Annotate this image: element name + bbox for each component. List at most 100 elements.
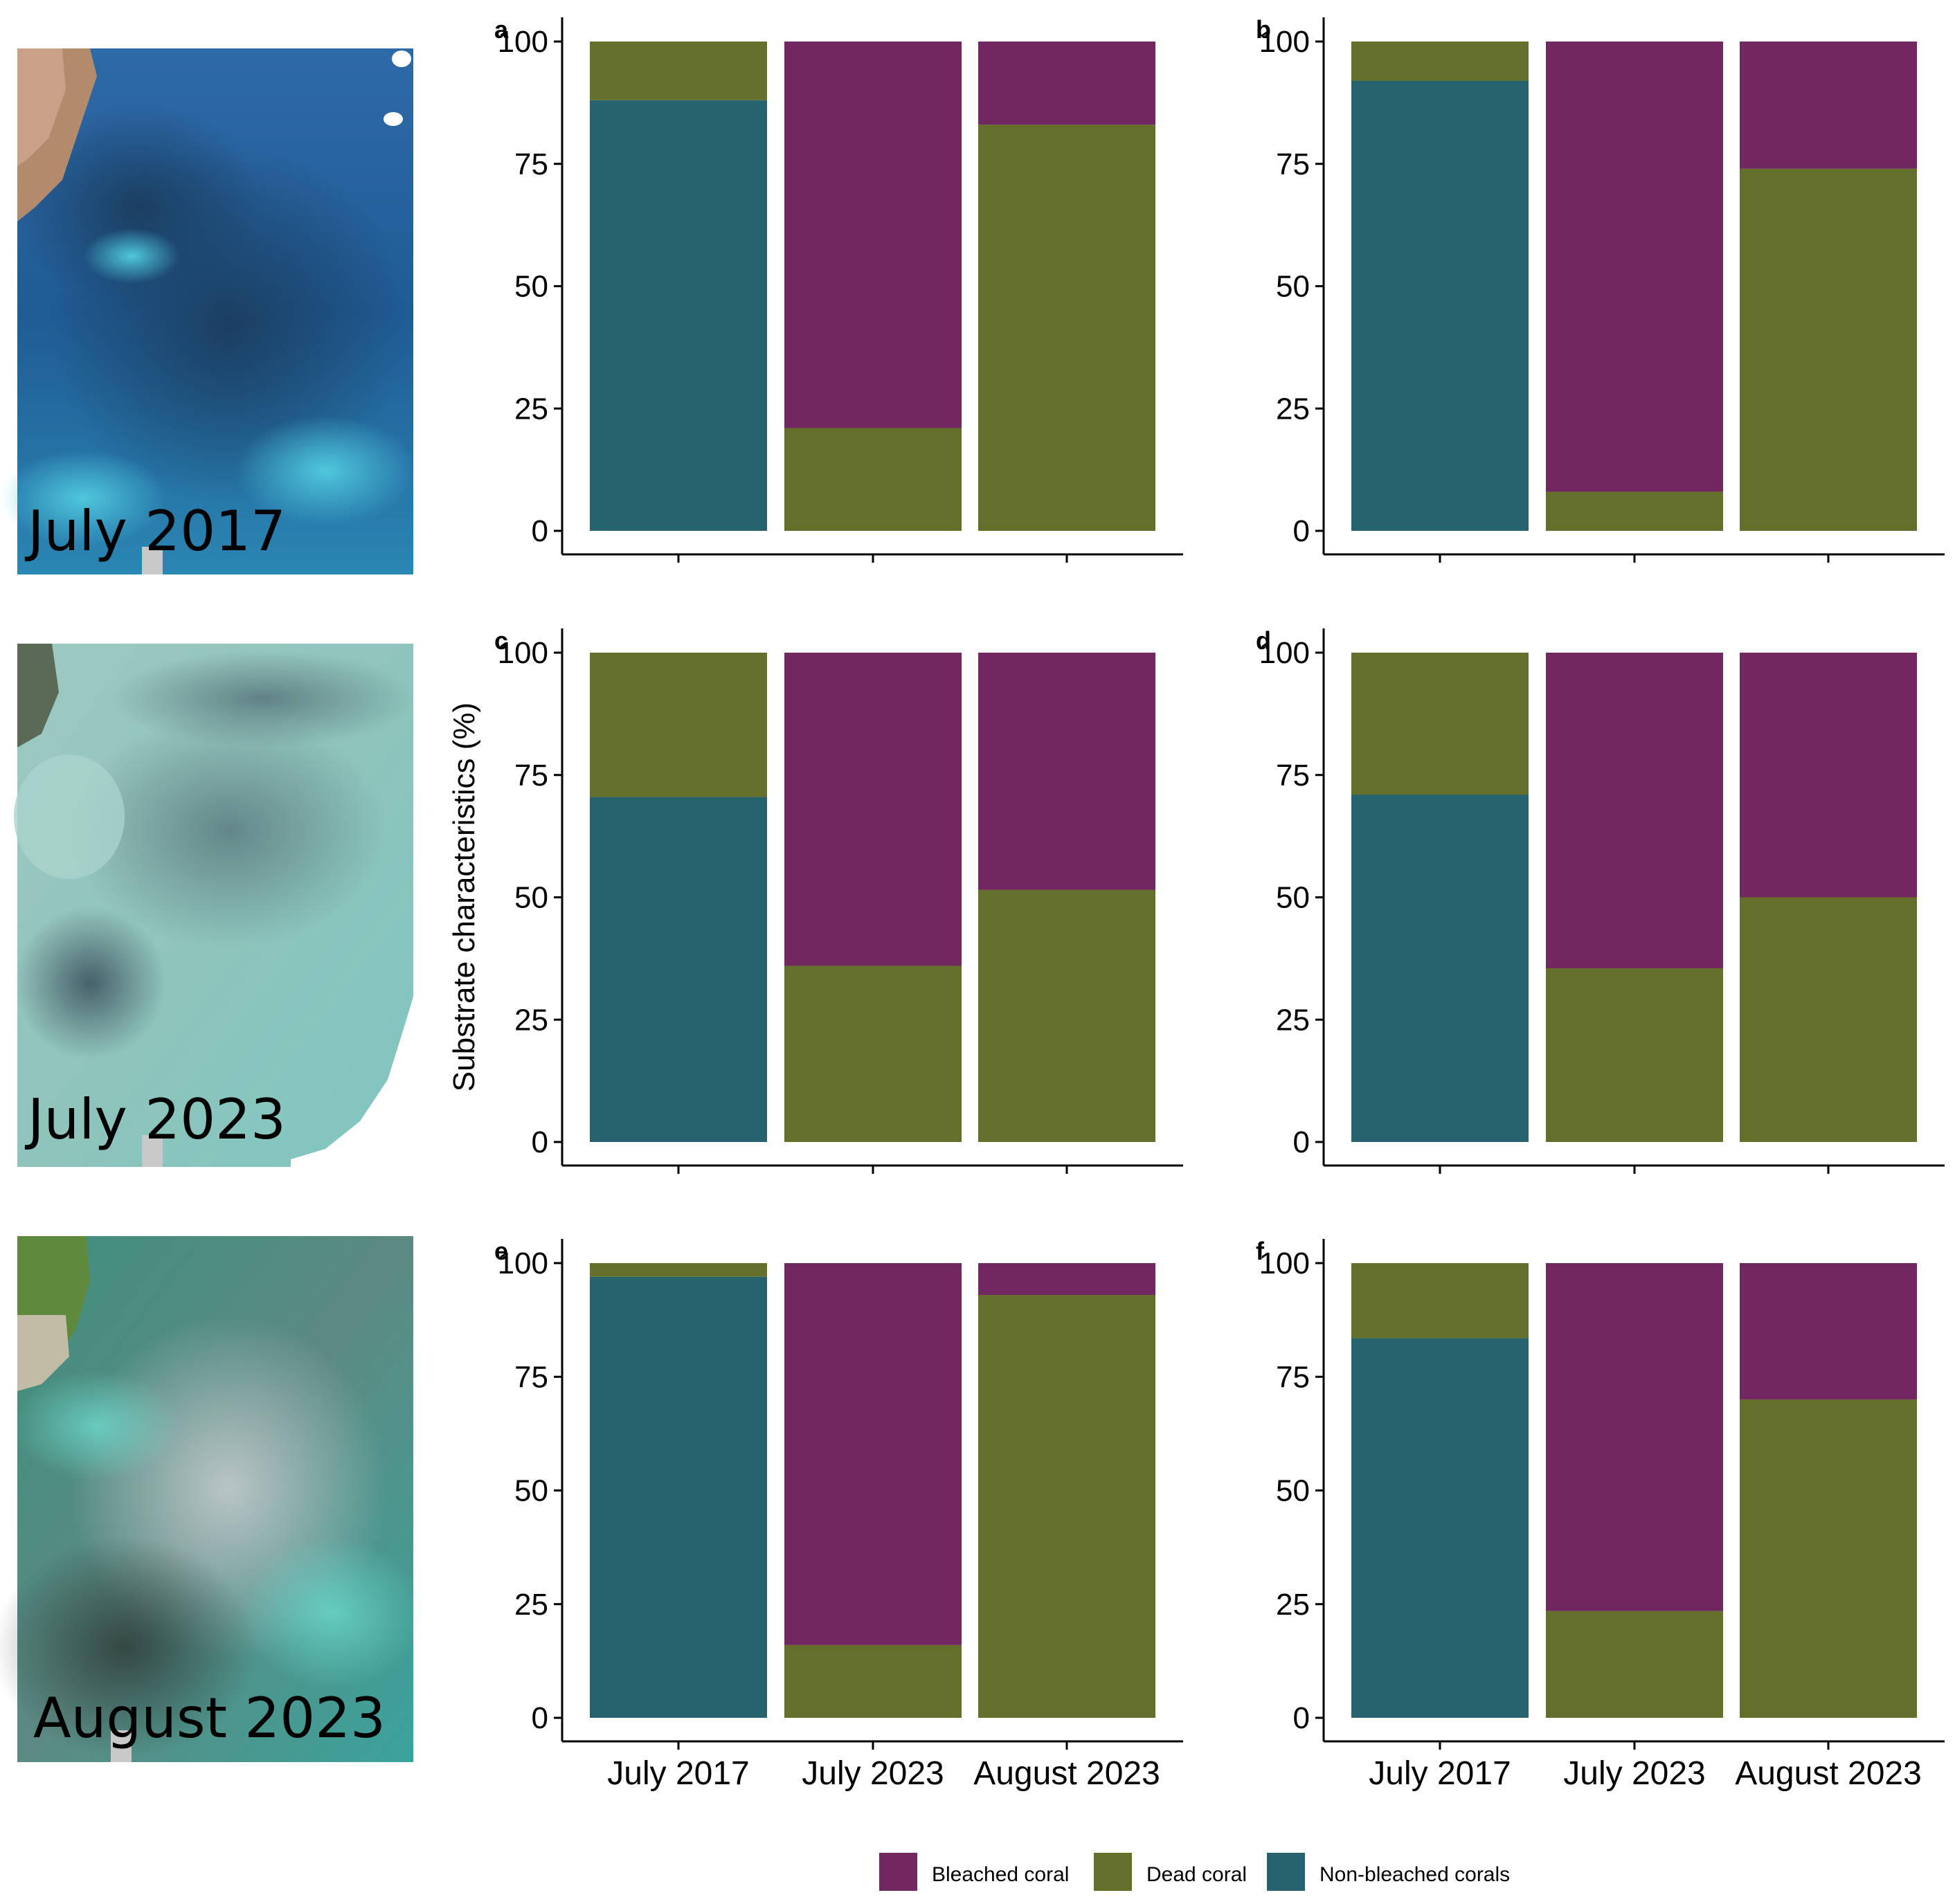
y-tick-label: 25 (514, 1003, 548, 1037)
x-tick-label: July 2023 (802, 1755, 944, 1792)
panel-label-f: f (1256, 1237, 1265, 1265)
bar-non-bleached (590, 1276, 767, 1718)
bar-bleached (1740, 1263, 1917, 1400)
y-tick-label: 0 (1293, 1125, 1310, 1159)
panel-label-a: a (494, 15, 509, 44)
y-tick-label: 75 (1276, 1360, 1310, 1394)
bar-dead (590, 1263, 767, 1277)
y-tick-label: 100 (1259, 636, 1310, 670)
x-tick-label: July 2017 (607, 1755, 749, 1792)
chart-panel-c: c 0 25 50 75 100 (494, 626, 1183, 1174)
chart-panel-f: f 0 25 50 75 100 July 2017 July 2023 August 2023 (1256, 1237, 1945, 1792)
bar-dead (590, 42, 767, 100)
y-tick-label: 100 (1259, 1246, 1310, 1280)
chart-panel-d: d 0 25 50 75 100 (1256, 626, 1945, 1174)
x-tick-label: July 2017 (1369, 1755, 1511, 1792)
photo-label-august-2023: August 2023 (33, 1686, 386, 1750)
y-tick-label: 25 (1276, 392, 1310, 426)
x-tick-label: August 2023 (973, 1755, 1160, 1792)
panel-label-c: c (494, 626, 508, 655)
bar-dead (1351, 42, 1529, 81)
bar-bleached (1740, 42, 1917, 169)
bar-dead (1740, 1399, 1917, 1718)
panel-label-e: e (494, 1237, 508, 1265)
bar-dead (784, 428, 962, 531)
y-tick-label: 25 (1276, 1003, 1310, 1037)
bar-bleached (784, 653, 962, 966)
bar-non-bleached (1351, 795, 1529, 1142)
bar-dead (590, 653, 767, 797)
x-tick-label: August 2023 (1735, 1755, 1922, 1792)
bar-bleached (784, 1263, 962, 1645)
bar-dead (1351, 1263, 1529, 1339)
photo-label-july-2023: July 2023 (24, 1087, 286, 1152)
chart-panel-a: a 0 25 50 75 100 (494, 15, 1183, 563)
bar-dead (1740, 897, 1917, 1142)
y-tick-label: 50 (514, 1474, 548, 1508)
bar-dead (1546, 491, 1723, 531)
bar-bleached (978, 42, 1155, 125)
bar-bleached (784, 42, 962, 428)
y-tick-label: 50 (1276, 270, 1310, 304)
bar-dead (1546, 1611, 1723, 1718)
bar-dead (784, 965, 962, 1142)
panel-label-b: b (1256, 15, 1271, 44)
y-tick-label: 75 (514, 147, 548, 181)
bar-bleached (1546, 1263, 1723, 1611)
y-tick-label: 50 (1276, 881, 1310, 915)
legend-label-dead: Dead coral (1146, 1863, 1247, 1886)
legend-label-non-bleached: Non-bleached corals (1319, 1863, 1510, 1886)
bar-non-bleached (590, 100, 767, 532)
y-tick-label: 100 (1259, 25, 1310, 59)
y-tick-label: 50 (514, 881, 548, 915)
chart-panel-e: e 0 25 50 75 100 July 2017 July 2023 August 2023 (494, 1237, 1183, 1792)
y-axis-label: Substrate characteristics (%) (447, 702, 481, 1091)
y-tick-label: 50 (1276, 1474, 1310, 1508)
y-tick-label: 0 (1293, 1701, 1310, 1735)
y-tick-label: 75 (514, 759, 548, 792)
bar-bleached (1546, 42, 1723, 492)
y-tick-label: 25 (514, 1588, 548, 1622)
bar-bleached (1740, 653, 1917, 898)
y-tick-label: 25 (1276, 1588, 1310, 1622)
y-tick-label: 75 (1276, 147, 1310, 181)
photo-label-july-2017: July 2017 (24, 499, 286, 563)
legend: Bleached coral Dead coral Non-bleached c… (879, 1853, 1510, 1891)
bar-dead (978, 889, 1155, 1142)
y-tick-label: 50 (514, 270, 548, 304)
legend-swatch-dead (1094, 1853, 1132, 1891)
bar-dead (978, 125, 1155, 531)
y-tick-label: 100 (498, 636, 548, 670)
legend-swatch-non-bleached (1267, 1853, 1305, 1891)
legend-swatch-bleached (879, 1853, 917, 1891)
bar-non-bleached (1351, 1338, 1529, 1718)
y-tick-label: 25 (514, 392, 548, 426)
y-tick-label: 75 (514, 1360, 548, 1394)
y-tick-label: 75 (1276, 759, 1310, 792)
photo-july-2023: July 2023 (14, 644, 415, 1167)
legend-label-bleached: Bleached coral (932, 1863, 1069, 1886)
y-tick-label: 0 (532, 514, 548, 548)
panel-label-d: d (1256, 626, 1271, 655)
bar-dead (1351, 653, 1529, 795)
bar-bleached (1546, 653, 1723, 969)
y-tick-label: 100 (498, 1246, 548, 1280)
bar-bleached (978, 1263, 1155, 1295)
chart-panel-b: b 0 25 50 75 100 (1256, 15, 1945, 563)
bar-dead (784, 1644, 962, 1718)
y-tick-label: 100 (498, 25, 548, 59)
y-tick-label: 0 (532, 1125, 548, 1159)
bar-dead (978, 1294, 1155, 1718)
bar-dead (1546, 968, 1723, 1142)
bar-non-bleached (590, 797, 767, 1142)
y-tick-label: 0 (532, 1701, 548, 1735)
x-tick-label: July 2023 (1563, 1755, 1705, 1792)
bar-bleached (978, 653, 1155, 890)
y-tick-label: 0 (1293, 514, 1310, 548)
bar-non-bleached (1351, 80, 1529, 531)
photo-july-2017: July 2017 (0, 48, 415, 574)
photo-august-2023: August 2023 (0, 1236, 422, 1762)
bar-dead (1740, 168, 1917, 531)
